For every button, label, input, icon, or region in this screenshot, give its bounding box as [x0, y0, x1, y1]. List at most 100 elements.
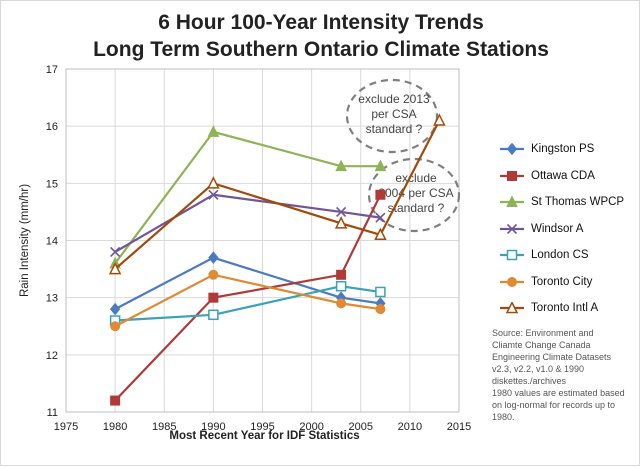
x-tick-label: 2005: [349, 421, 373, 433]
source-line: Source: Environment and: [492, 328, 594, 338]
data-point: [110, 395, 121, 406]
source-line: 1980 values are estimated based: [492, 388, 625, 398]
x-tick-label: 1990: [201, 421, 225, 433]
data-point: [208, 251, 219, 264]
legend-swatch: [500, 143, 524, 156]
data-point: [507, 170, 517, 181]
source-note: Source: Environment and Cliamte Change C…: [492, 327, 637, 423]
annotation-ellipse: [345, 78, 439, 154]
series-ottawa-cda: [110, 189, 386, 406]
legend-swatch: [500, 250, 524, 261]
legend-label: Toronto City: [531, 275, 593, 288]
legend-label: Windsor A: [531, 222, 584, 235]
legend-label: St Thomas WPCP: [531, 196, 625, 209]
data-point: [506, 196, 518, 208]
legend-swatch: [500, 302, 524, 314]
series-line: [114, 130, 381, 265]
x-axis-title: Most Recent Year for IDF Statistics: [169, 430, 359, 442]
x-tick-label: 1975: [54, 421, 78, 433]
data-point: [506, 223, 518, 234]
legend-item: London CS: [499, 242, 624, 269]
series-line: [114, 256, 381, 311]
x-tick-label: 2015: [447, 421, 471, 433]
legend-swatch: [500, 223, 524, 234]
y-tick-label: 14: [46, 236, 58, 248]
legend-item: Windsor A: [499, 216, 624, 243]
legend-item: Toronto City: [499, 269, 624, 296]
data-point: [336, 269, 347, 280]
legend-label: Ottawa CDA: [531, 169, 595, 182]
source-line: v2.3, v2.2, v1.0 & 1990: [492, 364, 585, 374]
source-line: Cliamte Change Canada: [492, 340, 591, 350]
legend-swatch: [500, 170, 524, 181]
data-point: [336, 206, 347, 217]
chart-title-line-2: Long Term Southern Ontario Climate Stati…: [93, 38, 549, 61]
x-tick-label: 1995: [250, 421, 274, 433]
data-point: [110, 321, 121, 332]
y-axis-title: Rain Intensity (mm/hr): [19, 184, 31, 297]
data-point: [335, 159, 347, 172]
series-london-cs: [109, 280, 386, 326]
source-line: Engineering Climate Datasets: [492, 352, 612, 362]
legend-label: Toronto Intl A: [531, 302, 599, 315]
annotation-text: standard ?: [388, 201, 445, 215]
data-point: [506, 143, 518, 156]
y-tick-label: 17: [46, 64, 58, 76]
series-line: [114, 273, 381, 328]
legend-label: London CS: [531, 249, 589, 262]
chart-title-line-1: 6 Hour 100-Year Intensity Trends: [158, 11, 484, 34]
legend-item: Ottawa CDA: [499, 163, 624, 190]
series-line: [114, 194, 382, 402]
data-point: [207, 125, 220, 137]
data-point: [336, 298, 347, 309]
data-point: [506, 250, 518, 261]
x-tick-label: 2010: [398, 421, 422, 433]
y-tick-label: 16: [46, 121, 58, 133]
x-tick-label: 2000: [299, 421, 323, 433]
y-tick-label: 13: [46, 293, 58, 305]
data-point: [108, 261, 122, 275]
chart-title: 6 Hour 100-Year Intensity Trends Long Te…: [1, 9, 640, 63]
data-point: [375, 189, 386, 200]
data-point: [335, 280, 347, 292]
data-point: [334, 216, 348, 229]
data-point: [375, 212, 386, 223]
legend-label: Kingston PS: [531, 143, 595, 156]
series-toronto-intl-a: [108, 113, 446, 275]
data-point: [374, 227, 387, 241]
legend-item: St Thomas WPCP: [499, 189, 624, 216]
x-tick-label: 1985: [152, 421, 176, 433]
annotation-ellipse: [367, 157, 461, 233]
data-point: [207, 176, 220, 189]
data-point: [208, 309, 219, 321]
series-st-thomas-wpcp: [109, 125, 387, 269]
legend-swatch: [500, 196, 524, 208]
y-tick-label: 12: [46, 350, 58, 362]
data-point: [433, 113, 446, 126]
annotation-text: standard ?: [366, 122, 423, 136]
data-point: [208, 292, 219, 303]
source-line: diskettes./archives: [492, 376, 567, 386]
x-tick-label: 1980: [103, 421, 127, 433]
legend-swatch: [500, 276, 524, 287]
data-point: [109, 302, 121, 316]
annotation-text: exclude 2013: [358, 92, 430, 106]
legend: Kingston PS Ottawa CDA St Thomas WPCP Winds…: [499, 136, 624, 322]
source-line: 1980.: [492, 412, 515, 422]
series-line: [115, 285, 381, 322]
y-tick-label: 15: [46, 178, 58, 190]
data-point: [110, 246, 121, 257]
annotation-text: per CSA: [371, 107, 416, 121]
legend-item: Kingston PS: [499, 136, 624, 163]
data-point: [507, 276, 517, 287]
plot-border: [65, 68, 460, 413]
legend-item: Toronto Intl A: [499, 295, 624, 322]
annotation-text: 2004 per CSA: [378, 186, 453, 200]
source-line: on log-normal for records up to: [492, 400, 616, 410]
data-point: [208, 269, 219, 280]
data-point: [375, 304, 386, 315]
series-toronto-city: [110, 269, 386, 332]
data-point: [374, 159, 387, 172]
